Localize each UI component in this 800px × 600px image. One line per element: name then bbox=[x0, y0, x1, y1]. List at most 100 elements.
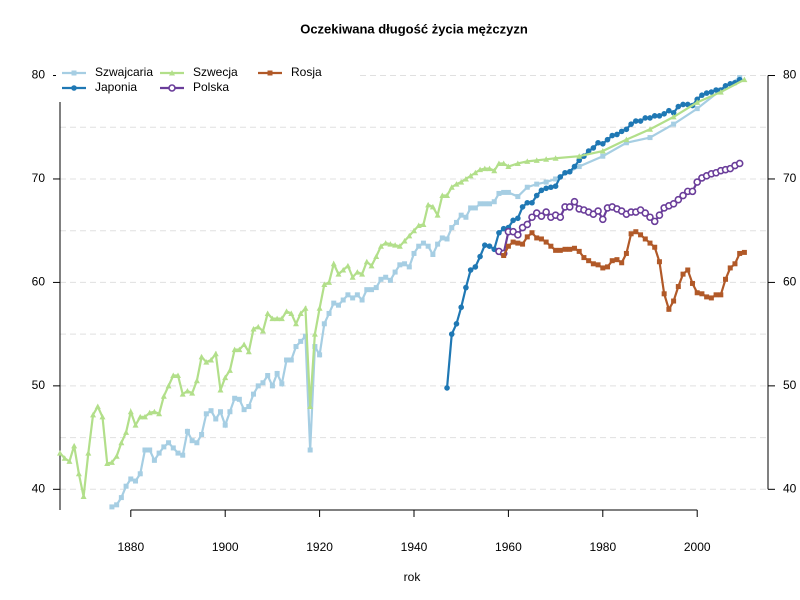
point bbox=[302, 333, 308, 339]
x-axis-label: rok bbox=[404, 570, 422, 584]
point bbox=[245, 348, 252, 355]
point bbox=[614, 257, 620, 263]
point bbox=[435, 241, 441, 247]
point bbox=[283, 308, 290, 314]
point bbox=[61, 455, 68, 461]
point bbox=[463, 214, 469, 220]
point bbox=[510, 217, 516, 224]
legend-marker bbox=[71, 70, 77, 76]
point bbox=[118, 439, 125, 446]
point bbox=[670, 113, 677, 120]
point bbox=[335, 302, 341, 308]
point bbox=[331, 300, 337, 306]
point bbox=[66, 458, 73, 464]
point bbox=[646, 213, 654, 222]
point bbox=[661, 291, 667, 297]
y-tick-label: 70 bbox=[32, 171, 46, 185]
point bbox=[311, 331, 318, 337]
point bbox=[194, 440, 200, 446]
point bbox=[688, 187, 697, 196]
point bbox=[307, 403, 314, 410]
point bbox=[542, 208, 550, 216]
point bbox=[515, 194, 521, 200]
point bbox=[741, 76, 748, 83]
point bbox=[718, 292, 724, 298]
point bbox=[694, 99, 701, 105]
point bbox=[449, 225, 455, 231]
point bbox=[595, 262, 601, 268]
point bbox=[189, 438, 195, 444]
point bbox=[614, 131, 620, 138]
y2-tick-label: 40 bbox=[783, 481, 797, 495]
point bbox=[604, 136, 611, 143]
x-tick-label: 1880 bbox=[117, 540, 144, 554]
point bbox=[335, 271, 342, 277]
point bbox=[737, 250, 743, 256]
point bbox=[448, 331, 455, 337]
point bbox=[165, 382, 172, 389]
point bbox=[548, 184, 554, 191]
point bbox=[217, 387, 224, 393]
point bbox=[496, 190, 502, 196]
point bbox=[57, 450, 63, 456]
chart-title: Oczekiwana długość życia mężczyzn bbox=[300, 21, 528, 36]
point bbox=[434, 212, 441, 218]
point bbox=[373, 285, 379, 291]
point bbox=[501, 253, 507, 259]
point bbox=[359, 271, 366, 277]
point bbox=[467, 267, 474, 273]
point bbox=[90, 411, 97, 418]
point bbox=[241, 341, 248, 347]
point bbox=[402, 261, 408, 267]
point bbox=[462, 175, 469, 182]
point bbox=[590, 261, 596, 267]
point bbox=[123, 429, 130, 435]
point bbox=[420, 221, 427, 227]
point bbox=[321, 281, 328, 287]
point bbox=[520, 241, 526, 247]
point bbox=[288, 357, 294, 363]
point bbox=[472, 264, 479, 270]
point bbox=[453, 181, 460, 187]
point bbox=[448, 184, 455, 190]
point bbox=[505, 163, 512, 170]
point bbox=[524, 234, 530, 240]
point bbox=[231, 346, 238, 353]
point bbox=[704, 294, 710, 300]
point bbox=[184, 388, 191, 394]
point bbox=[330, 260, 337, 267]
legend-marker bbox=[267, 70, 273, 76]
point bbox=[529, 199, 535, 206]
legend-marker bbox=[71, 85, 77, 91]
point bbox=[151, 408, 158, 415]
point bbox=[652, 244, 658, 250]
y2-tick-label: 60 bbox=[783, 275, 797, 289]
point bbox=[368, 262, 375, 269]
point bbox=[543, 185, 549, 192]
point bbox=[453, 219, 459, 225]
point bbox=[345, 292, 351, 298]
point bbox=[208, 357, 215, 363]
point bbox=[326, 279, 333, 285]
point bbox=[623, 140, 629, 146]
point bbox=[655, 211, 664, 219]
point bbox=[713, 292, 719, 298]
point bbox=[557, 247, 563, 253]
point bbox=[605, 264, 611, 270]
point bbox=[406, 264, 412, 270]
point bbox=[364, 287, 370, 293]
point bbox=[411, 250, 417, 256]
point bbox=[680, 271, 686, 277]
point bbox=[265, 373, 271, 379]
point bbox=[638, 232, 644, 238]
point bbox=[298, 338, 304, 344]
point bbox=[675, 284, 681, 290]
point bbox=[429, 203, 436, 210]
point bbox=[557, 174, 564, 180]
point bbox=[679, 191, 687, 200]
point bbox=[430, 251, 436, 257]
point bbox=[553, 176, 559, 182]
point bbox=[576, 153, 583, 159]
point bbox=[246, 404, 252, 410]
